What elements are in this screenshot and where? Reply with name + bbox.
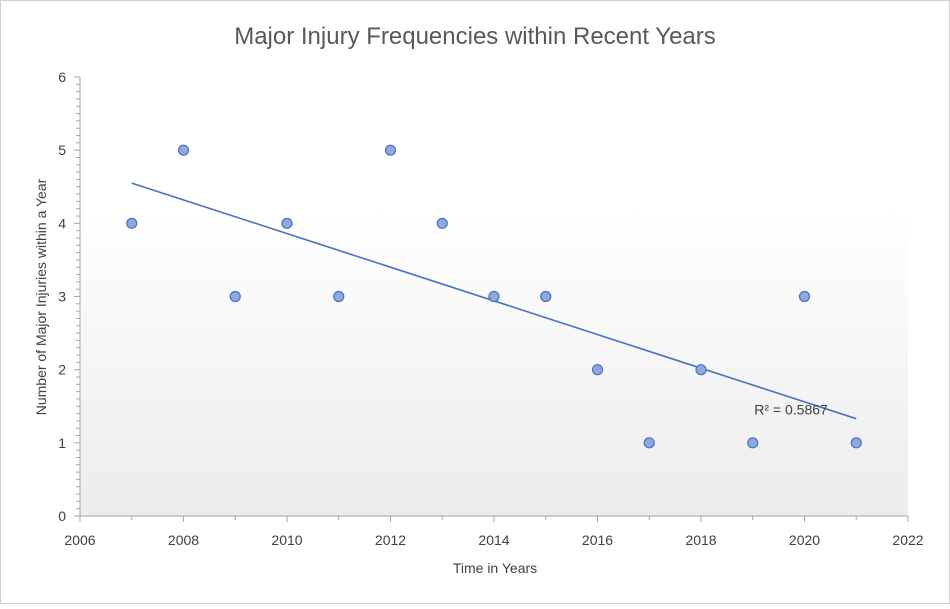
data-points [126, 144, 862, 449]
y-tick-label: 0 [58, 508, 66, 524]
x-tick-label: 2022 [892, 532, 923, 548]
data-point [384, 144, 397, 156]
data-point [333, 290, 345, 303]
x-tick-label: 2008 [168, 532, 199, 548]
x-axis-title: Time in Years [453, 560, 537, 576]
axes: 2006 2008 2010 2012 2014 2016 2018 2020 2022 0 1 2 3… [58, 69, 924, 548]
y-tick-label: 6 [58, 69, 66, 85]
x-tick-label: 2018 [685, 532, 716, 548]
y-axis-title: Number of Major Injuries within a Year [33, 178, 49, 415]
y-tick-label: 4 [58, 215, 66, 231]
x-tick-label: 2016 [582, 532, 613, 548]
data-point [281, 217, 293, 229]
data-point [747, 437, 759, 449]
data-point [643, 437, 655, 449]
r-squared-label: R² = 0.5867 [754, 402, 828, 418]
x-tick-label: 2012 [375, 532, 406, 548]
data-point [229, 290, 241, 303]
data-point [695, 364, 707, 376]
data-point [436, 217, 448, 229]
data-point [591, 364, 604, 376]
chart-title: Major Injury Frequencies within Recent Y… [234, 23, 716, 50]
y-tick-label: 5 [58, 142, 66, 158]
data-point [850, 437, 862, 449]
data-point [177, 144, 190, 156]
y-tick-label: 2 [58, 362, 66, 378]
y-tick-label: 1 [58, 435, 66, 451]
x-tick-label: 2010 [271, 532, 302, 548]
x-tick-label: 2020 [789, 532, 820, 548]
data-point [798, 290, 811, 303]
data-point [126, 217, 138, 229]
x-tick-label: 2014 [478, 532, 509, 548]
data-point [540, 290, 552, 303]
x-tick-label: 2006 [64, 532, 95, 548]
y-tick-label: 3 [58, 289, 66, 305]
data-point [488, 290, 500, 303]
